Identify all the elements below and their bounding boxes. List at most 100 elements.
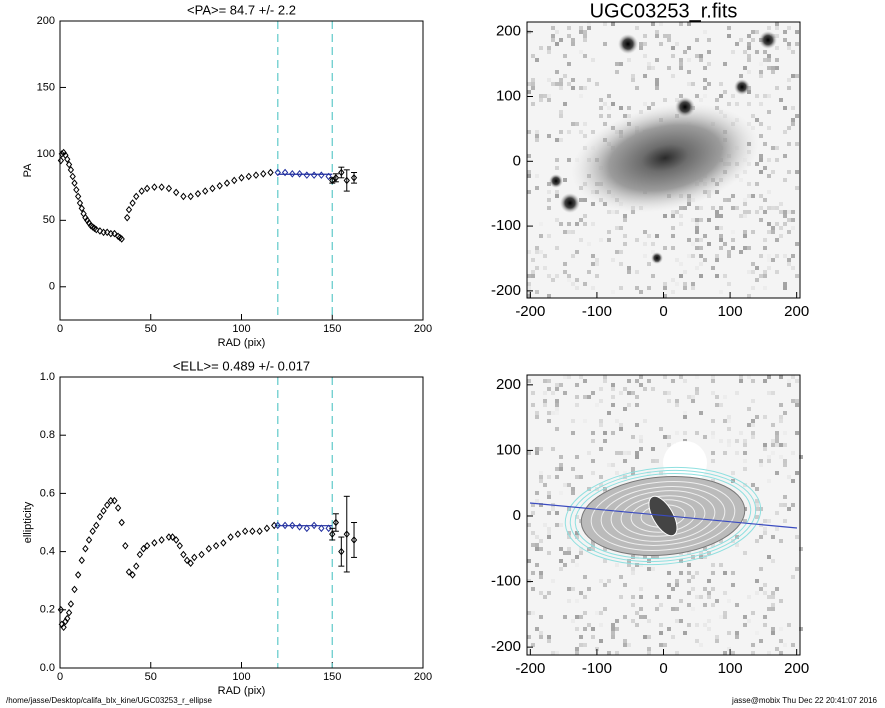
panel-title: UGC03253_r.fits <box>590 0 738 22</box>
noise-pixel <box>707 595 711 599</box>
noise-pixel <box>623 407 627 411</box>
noise-pixel <box>623 387 627 391</box>
data-point <box>82 544 89 553</box>
noise-pixel <box>779 639 783 643</box>
noise-pixel <box>627 58 631 62</box>
noise-pixel <box>603 42 607 46</box>
noise-pixel <box>683 631 687 635</box>
noise-pixel <box>627 643 631 647</box>
data-point <box>318 524 325 533</box>
data-point <box>234 530 242 538</box>
noise-pixel <box>571 230 575 234</box>
noise-pixel <box>539 479 543 483</box>
noise-pixel <box>755 50 759 54</box>
data-point <box>223 179 231 187</box>
noise-pixel <box>599 419 603 423</box>
noise-pixel <box>703 86 707 90</box>
noise-pixel <box>531 543 535 547</box>
noise-pixel <box>535 535 539 539</box>
noise-pixel <box>759 70 763 74</box>
noise-pixel <box>639 587 643 591</box>
noise-pixel <box>603 439 607 443</box>
noise-pixel <box>743 230 747 234</box>
noise-pixel <box>795 74 799 78</box>
noise-pixel <box>763 447 767 451</box>
noise-pixel <box>755 499 759 503</box>
noise-pixel <box>579 375 583 379</box>
noise-pixel <box>539 631 543 635</box>
noise-pixel <box>759 194 763 198</box>
noise-pixel <box>727 102 731 106</box>
noise-pixel <box>731 94 735 98</box>
data-point <box>78 204 85 213</box>
noise-pixel <box>599 387 603 391</box>
data-point <box>151 539 158 547</box>
noise-pixel <box>643 42 647 46</box>
noise-pixel <box>559 222 563 226</box>
noise-pixel <box>715 395 719 399</box>
noise-pixel <box>687 22 691 26</box>
noise-pixel <box>571 86 575 90</box>
noise-pixel <box>695 238 699 242</box>
noise-pixel <box>571 78 575 82</box>
noise-pixel <box>547 639 551 643</box>
noise-pixel <box>563 551 567 555</box>
noise-pixel <box>555 383 559 387</box>
noise-pixel <box>715 639 719 643</box>
noise-pixel <box>555 190 559 194</box>
noise-pixel <box>531 102 535 106</box>
noise-pixel <box>699 218 703 222</box>
noise-pixel <box>711 375 715 379</box>
noise-pixel <box>783 503 787 507</box>
data-point <box>57 156 65 165</box>
data-point <box>158 536 165 544</box>
data-point <box>138 187 145 195</box>
noise-pixel <box>699 58 703 62</box>
noise-pixel <box>551 38 555 42</box>
noise-pixel <box>663 435 667 439</box>
noise-pixel <box>743 66 747 70</box>
noise-pixel <box>779 234 783 238</box>
noise-pixel <box>591 547 595 551</box>
noise-pixel <box>775 22 779 26</box>
star <box>549 174 563 188</box>
noise-pixel <box>755 415 759 419</box>
noise-pixel <box>663 34 667 38</box>
noise-pixel <box>571 559 575 563</box>
noise-pixel <box>731 50 735 54</box>
noise-pixel <box>547 535 551 539</box>
noise-pixel <box>555 467 559 471</box>
noise-pixel <box>775 471 779 475</box>
noise-pixel <box>735 439 739 443</box>
noise-pixel <box>671 246 675 250</box>
noise-pixel <box>555 194 559 198</box>
noise-pixel <box>651 250 655 254</box>
noise-pixel <box>691 254 695 258</box>
noise-pixel <box>667 571 671 575</box>
noise-pixel <box>795 471 799 475</box>
noise-pixel <box>591 202 595 206</box>
noise-pixel <box>623 643 627 647</box>
noise-pixel <box>571 282 575 286</box>
noise-pixel <box>683 286 687 290</box>
noise-pixel <box>719 214 723 218</box>
noise-pixel <box>767 190 771 194</box>
noise-pixel <box>695 54 699 58</box>
noise-pixel <box>779 403 783 407</box>
noise-pixel <box>759 639 763 643</box>
noise-pixel <box>727 34 731 38</box>
noise-pixel <box>775 527 779 531</box>
noise-pixel <box>779 599 783 603</box>
data-point <box>245 172 252 181</box>
noise-pixel <box>751 423 755 427</box>
noise-pixel <box>775 439 779 443</box>
galaxy-image <box>527 22 800 298</box>
noise-pixel <box>739 250 743 254</box>
noise-pixel <box>663 286 667 290</box>
noise-pixel <box>743 439 747 443</box>
data-point <box>343 176 350 185</box>
noise-pixel <box>675 619 679 623</box>
noise-pixel <box>767 94 771 98</box>
y-tick-label: 0.2 <box>40 604 55 616</box>
noise-pixel <box>559 567 563 571</box>
